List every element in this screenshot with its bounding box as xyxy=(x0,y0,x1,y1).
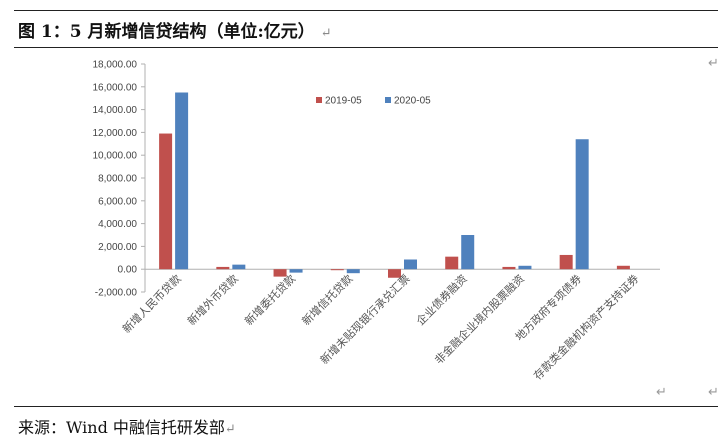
x-category-label: 企业债券融资 xyxy=(413,271,470,328)
bar xyxy=(445,256,459,270)
return-mark: ↵ xyxy=(708,56,719,71)
figure-source: 来源：Wind 中融信托研发部↵ xyxy=(18,418,236,437)
bar xyxy=(575,139,589,270)
return-mark: ↵ xyxy=(708,385,719,400)
y-tick-label: -2,000.00 xyxy=(95,288,138,299)
return-mark: ↵ xyxy=(320,26,332,41)
chart-bars xyxy=(159,92,630,278)
bar xyxy=(559,254,573,270)
bar xyxy=(232,264,246,270)
chart-axes xyxy=(141,63,660,293)
y-tick-label: 14,000.00 xyxy=(93,105,138,116)
bar xyxy=(159,133,173,270)
y-tick-label: 12,000.00 xyxy=(93,128,138,139)
bar xyxy=(346,269,360,274)
bar xyxy=(404,259,417,270)
bar xyxy=(273,269,287,277)
bar xyxy=(388,269,401,278)
title-rule xyxy=(14,47,718,48)
top-rule xyxy=(14,10,718,11)
bar xyxy=(216,266,230,270)
y-tick-label: 4,000.00 xyxy=(98,219,137,230)
x-category-label: 新增委托贷款 xyxy=(242,271,299,328)
chart-legend: 2019-05 2020-05 xyxy=(316,96,431,107)
chart-labels: -2,000.00 0.00 2,000.00 4,000.00 6,000.00 8,0… xyxy=(93,60,642,383)
bar xyxy=(518,265,532,270)
y-tick-label: 8,000.00 xyxy=(98,174,137,185)
y-tick-label: 18,000.00 xyxy=(93,60,138,71)
x-category-label: 新增信托贷款 xyxy=(299,271,356,328)
y-tick-label: 10,000.00 xyxy=(93,151,138,162)
y-tick-label: 16,000.00 xyxy=(93,82,138,93)
bar xyxy=(330,269,344,271)
return-mark: ↵ xyxy=(656,385,667,400)
bar xyxy=(289,269,303,273)
x-category-label: 新增外币贷款 xyxy=(184,271,241,328)
legend-swatch xyxy=(385,97,391,103)
bar xyxy=(502,266,516,270)
source-rule xyxy=(14,406,718,407)
legend-label: 2019-05 xyxy=(325,96,362,107)
bar xyxy=(175,92,189,270)
legend-label: 2020-05 xyxy=(394,96,431,107)
legend-swatch xyxy=(316,97,322,103)
return-mark: ↵ xyxy=(224,422,236,437)
y-tick-label: 6,000.00 xyxy=(98,196,137,207)
x-category-label: 存款类金融机构资产支持证券 xyxy=(530,271,641,382)
x-category-label: 新增人民币贷款 xyxy=(119,271,183,335)
figure-title: 图 1：5 月新增信贷结构（单位:亿元） ↵ xyxy=(18,22,332,42)
bar xyxy=(461,235,475,270)
bar xyxy=(616,265,630,270)
y-tick-label: 2,000.00 xyxy=(98,242,137,253)
y-tick-label: 0.00 xyxy=(118,265,138,276)
